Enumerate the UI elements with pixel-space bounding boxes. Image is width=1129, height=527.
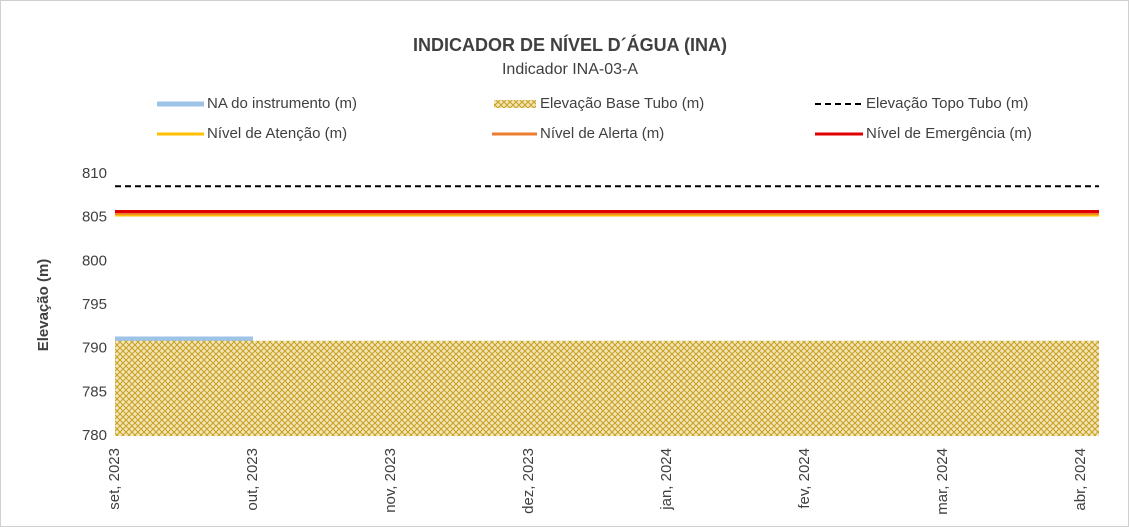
legend-label: NA do instrumento (m): [207, 95, 357, 112]
legend-label: Nível de Atenção (m): [207, 125, 347, 142]
y-tick-label: 810: [82, 165, 107, 182]
x-tick-label: jan, 2024: [658, 448, 675, 511]
x-tick-label: nov, 2023: [382, 448, 399, 513]
x-tick-label: abr, 2024: [1072, 448, 1089, 511]
y-tick-label: 795: [82, 296, 107, 313]
legend-label: Nível de Alerta (m): [540, 125, 664, 142]
x-tick-label: fev, 2024: [796, 448, 813, 509]
chart-title: INDICADOR DE NÍVEL D´ÁGUA (INA): [413, 34, 727, 55]
area: [115, 340, 1099, 436]
legend-label: Nível de Emergência (m): [866, 125, 1032, 142]
x-tick-label: mar, 2024: [934, 448, 951, 515]
x-tick-label: out, 2023: [244, 448, 261, 511]
y-tick-label: 805: [82, 209, 107, 226]
legend-label: Elevação Base Tubo (m): [540, 95, 704, 112]
legend-label: Elevação Topo Tubo (m): [866, 95, 1028, 112]
y-tick-label: 800: [82, 252, 107, 269]
x-tick-label: dez, 2023: [520, 448, 537, 514]
y-tick-label: 785: [82, 383, 107, 400]
y-axis-label: Elevação (m): [35, 259, 52, 352]
y-tick-label: 780: [82, 427, 107, 444]
legend-swatch: [494, 100, 536, 108]
x-tick-label: set, 2023: [106, 448, 123, 510]
y-tick-label: 790: [82, 340, 107, 357]
chart-subtitle: Indicador INA-03-A: [502, 61, 638, 78]
